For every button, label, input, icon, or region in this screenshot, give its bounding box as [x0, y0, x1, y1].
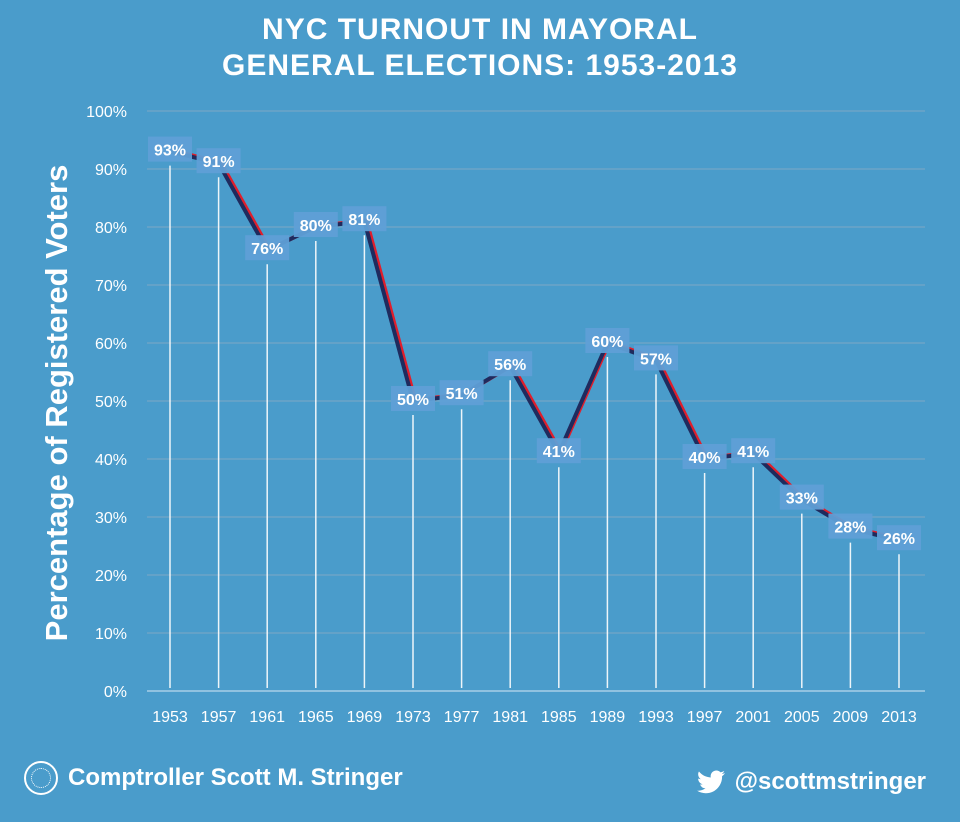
- x-tick-label: 2009: [833, 709, 869, 726]
- data-label: 80%: [293, 212, 338, 237]
- data-label-text: 26%: [883, 531, 915, 548]
- data-label: 26%: [877, 525, 921, 551]
- data-label: 41%: [536, 438, 581, 464]
- data-label-box: [634, 345, 678, 371]
- x-tick-label: 1985: [541, 709, 577, 726]
- data-label-text: 60%: [591, 334, 623, 351]
- chart-title-line-1: NYC TURNOUT IN MAYORAL: [262, 13, 698, 46]
- chart-title-line-2: GENERAL ELECTIONS: 1953-2013: [222, 49, 738, 82]
- data-label-box: [293, 212, 338, 237]
- data-label-text: 93%: [154, 143, 186, 160]
- x-tick-label: 1957: [201, 709, 237, 726]
- data-label: 57%: [634, 345, 678, 371]
- x-tick-label: 1997: [687, 709, 723, 726]
- data-label-box: [391, 386, 435, 411]
- line-chart: 0% 10% 20% 30% 40% 50% 60% 70% 80% 90% 100% 93% 91%…: [39, 104, 925, 726]
- y-tick-label: 0%: [104, 684, 127, 701]
- x-tick-label: 1973: [395, 709, 431, 726]
- data-label-box: [536, 438, 581, 464]
- y-tick-label: 90%: [95, 162, 127, 179]
- data-label-text: 76%: [251, 241, 283, 258]
- drop-lines: [169, 165, 900, 688]
- y-axis-ticks: 0% 10% 20% 30% 40% 50% 60% 70% 80% 90% 100%: [86, 104, 127, 701]
- y-tick-label: 70%: [95, 278, 127, 295]
- data-label-text: 56%: [494, 357, 526, 374]
- x-tick-label: 1993: [638, 709, 674, 726]
- data-label: 76%: [245, 235, 290, 261]
- data-label-text: 41%: [543, 444, 575, 461]
- x-tick-label: 1965: [298, 709, 334, 726]
- data-label: 81%: [342, 206, 387, 232]
- x-tick-label: 1953: [152, 709, 188, 726]
- data-label-box: [585, 328, 630, 353]
- data-label-box: [682, 444, 727, 469]
- data-label-text: 81%: [348, 212, 380, 229]
- data-label-box: [148, 136, 192, 162]
- data-label: 28%: [828, 513, 873, 539]
- data-label-text: 50%: [397, 392, 429, 409]
- data-label-box: [342, 206, 387, 232]
- data-label: 33%: [779, 484, 824, 510]
- data-label: 41%: [731, 438, 776, 464]
- data-label-text: 33%: [786, 491, 818, 508]
- y-tick-label: 60%: [95, 336, 127, 353]
- data-label-text: 40%: [689, 450, 721, 467]
- x-tick-label: 1989: [590, 709, 626, 726]
- series-line: [169, 148, 902, 543]
- footer-attribution: Comptroller Scott M. Stringer: [24, 758, 403, 798]
- x-tick-label: 1977: [444, 709, 480, 726]
- data-label-text: 80%: [300, 218, 332, 235]
- twitter-handle[interactable]: @scottmstringer: [734, 768, 926, 795]
- data-label-box: [877, 525, 921, 551]
- x-tick-label: 2001: [735, 709, 771, 726]
- twitter-bird-icon: [696, 770, 725, 794]
- y-tick-label: 100%: [86, 104, 127, 121]
- y-axis-label: Percentage of Registered Voters: [39, 165, 74, 642]
- data-label-text: 57%: [640, 351, 672, 368]
- x-tick-label: 1969: [347, 709, 383, 726]
- footer-name: Comptroller Scott M. Stringer: [68, 764, 403, 791]
- data-label: 60%: [585, 328, 630, 353]
- data-label-box: [731, 438, 776, 464]
- x-tick-label: 1981: [492, 709, 528, 726]
- y-tick-label: 10%: [95, 626, 127, 643]
- data-label: 40%: [682, 444, 727, 469]
- data-label: 91%: [196, 148, 241, 174]
- y-tick-label: 40%: [95, 452, 127, 469]
- series-line-navy: [169, 149, 900, 543]
- data-label-box: [196, 148, 241, 174]
- data-labels: 93% 91% 76% 80% 81% 50% 51% 56% 41% 60% 57% 40% 41% 3…: [148, 136, 921, 551]
- data-label: 93%: [148, 136, 192, 162]
- y-tick-label: 30%: [95, 510, 127, 527]
- data-label-box: [245, 235, 290, 261]
- data-label-text: 51%: [446, 386, 478, 403]
- x-axis-ticks: 1953 1957 1961 1965 1969 1973 1977 1981 1985 1989…: [152, 709, 917, 726]
- y-tick-label: 50%: [95, 394, 127, 411]
- data-label-text: 41%: [737, 444, 769, 461]
- data-label-box: [439, 380, 484, 406]
- gridlines: [147, 110, 925, 692]
- data-label: 50%: [391, 386, 435, 411]
- data-label-box: [779, 484, 824, 510]
- data-label-box: [828, 513, 873, 539]
- data-label-text: 91%: [203, 154, 235, 171]
- footer-social[interactable]: @scottmstringer: [696, 762, 926, 802]
- x-tick-label: 2005: [784, 709, 820, 726]
- data-label: 51%: [439, 380, 484, 406]
- data-label-box: [488, 351, 533, 377]
- nyc-comptroller-seal-icon: [24, 761, 58, 795]
- y-tick-label: 80%: [95, 220, 127, 237]
- y-tick-label: 20%: [95, 568, 127, 585]
- x-tick-label: 1961: [249, 709, 285, 726]
- data-label-text: 28%: [834, 520, 866, 537]
- data-label: 56%: [488, 351, 533, 377]
- chart-title: NYC TURNOUT IN MAYORAL GENERAL ELECTIONS…: [0, 12, 960, 84]
- series-line-red: [171, 148, 902, 542]
- x-tick-label: 2013: [881, 709, 917, 726]
